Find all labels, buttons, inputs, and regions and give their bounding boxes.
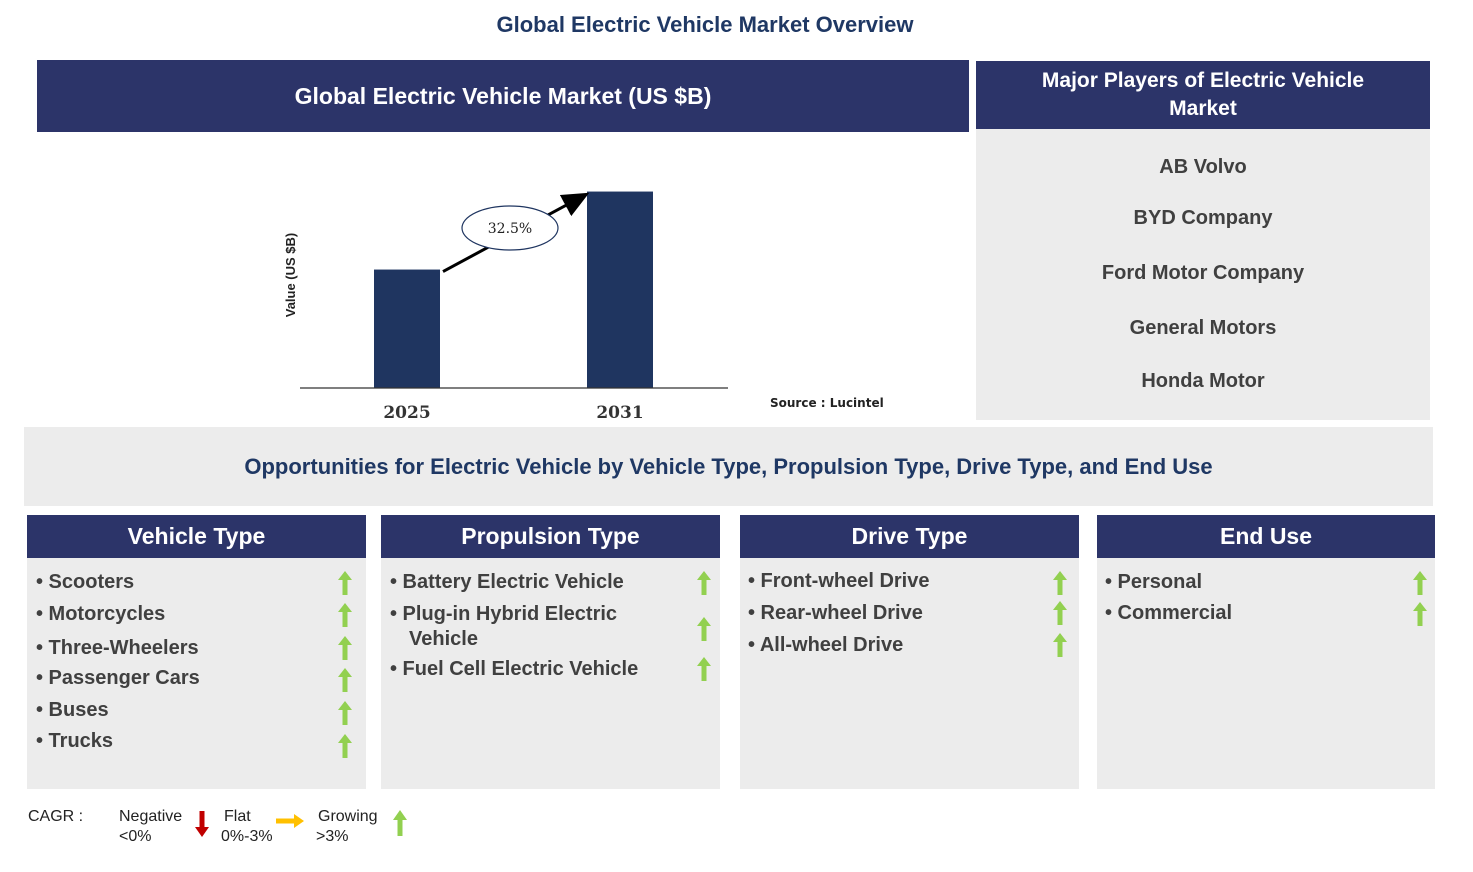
up-arrow-icon [697,571,711,595]
list-item: • Plug-in Hybrid Electric [390,603,618,625]
segment-panel-propulsion-type [381,558,720,789]
segment-panel-end-use [1097,558,1435,789]
list-item: • Commercial [1105,602,1233,624]
players-header: Major Players of Electric Vehicle Market [976,61,1430,129]
list-item: • Personal [1105,571,1203,593]
x-tick-label: 2031 [596,403,643,423]
right-arrow-icon [276,814,304,828]
legend-negative-range: <0% [119,828,152,845]
player-item: General Motors [1129,317,1277,339]
page-title: Global Electric Vehicle Market Overview [496,12,914,37]
list-item: • Motorcycles [36,603,166,625]
up-arrow-icon [338,603,352,627]
segment-header-end-use: End Use [1097,515,1435,558]
up-arrow-icon [1413,571,1427,595]
list-item: • Passenger Cars [36,667,200,689]
source-label: Source : Lucintel [770,396,884,410]
list-item-continuation: Vehicle [409,628,478,650]
up-arrow-icon [1053,571,1067,595]
bar-chart: 2025 2031 32.5% Value (US $B) Source : Lu… [283,191,884,423]
up-arrow-icon [697,617,711,641]
list-item: • Battery Electric Vehicle [390,571,624,593]
down-arrow-icon [195,811,209,837]
up-arrow-icon [338,734,352,758]
up-arrow-icon [338,701,352,725]
legend-growing-label: Growing [318,808,378,825]
list-item: • All-wheel Drive [748,634,904,656]
up-arrow-icon [1413,602,1427,626]
list-item: • Fuel Cell Electric Vehicle [390,658,639,680]
legend-flat-range: 0%-3% [221,828,273,845]
up-arrow-icon [338,636,352,660]
segment-header-drive-type: Drive Type [740,515,1079,558]
cagr-label: 32.5% [488,221,532,237]
chart-header: Global Electric Vehicle Market (US $B) [37,60,969,132]
y-axis-label: Value (US $B) [283,233,298,318]
list-item: • Rear-wheel Drive [748,602,923,624]
x-tick-label: 2025 [383,403,430,423]
opportunities-title: Opportunities for Electric Vehicle by Ve… [24,427,1433,506]
up-arrow-icon [1053,633,1067,657]
list-item: • Three-Wheelers [36,637,199,659]
segment-panel-drive-type [740,558,1079,789]
legend-flat-label: Flat [224,808,251,825]
up-arrow-icon [1053,601,1067,625]
segment-header-vehicle-type: Vehicle Type [27,515,366,558]
player-item: Honda Motor [1141,370,1265,392]
segment-panel-vehicle-type [27,558,366,789]
up-arrow-icon [393,810,407,836]
cagr-ellipse [461,205,559,251]
list-item: • Scooters [36,571,135,593]
up-arrow-icon [338,668,352,692]
player-item: AB Volvo [1159,156,1247,178]
list-item: • Buses [36,699,109,721]
up-arrow-icon [697,657,711,681]
list-item: • Front-wheel Drive [748,570,930,592]
legend-label: CAGR : [28,808,84,825]
player-item: BYD Company [1133,207,1273,229]
legend-negative-label: Negative [119,808,183,825]
segment-header-propulsion-type: Propulsion Type [381,515,720,558]
bar-2031 [587,191,653,388]
player-item: Ford Motor Company [1101,262,1305,284]
bar-2025 [374,269,440,388]
up-arrow-icon [338,571,352,595]
legend-growing-range: >3% [316,828,349,845]
list-item: • Trucks [36,730,114,752]
